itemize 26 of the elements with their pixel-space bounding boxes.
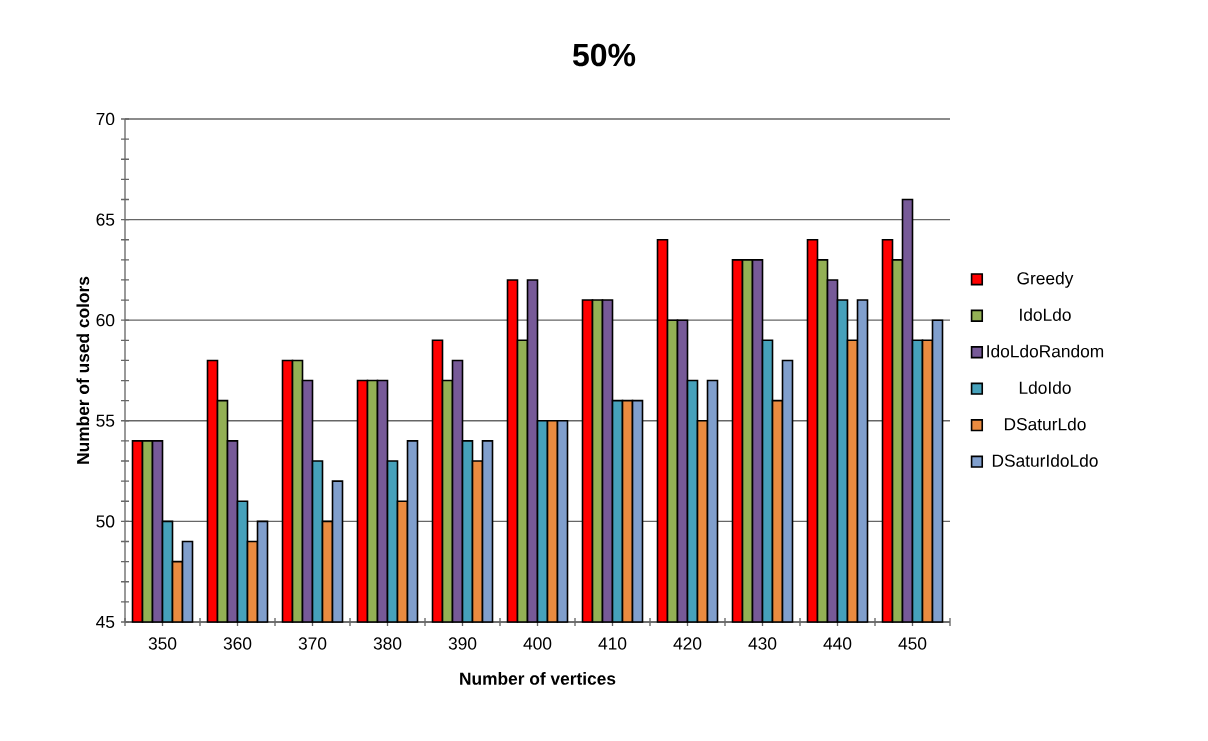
y-tick-label: 45 xyxy=(96,615,115,629)
x-axis-title: Number of vertices xyxy=(460,672,616,685)
legend-label: Greedy xyxy=(1017,271,1074,288)
y-tick-label: 60 xyxy=(96,314,115,327)
y-tick-label: 70 xyxy=(96,112,115,126)
x-tick-label: 450 xyxy=(898,637,927,650)
y-tick-label: 50 xyxy=(96,515,115,528)
legend-label: IdoLdoRandom xyxy=(987,344,1104,358)
legend-label: LdoIdo xyxy=(1019,381,1071,394)
x-tick-label: 440 xyxy=(823,637,852,650)
y-axis-title: Number of used colors xyxy=(76,276,90,464)
legend-label: IdoLdo xyxy=(1020,308,1071,321)
x-tick-label: 360 xyxy=(223,637,252,650)
x-tick-label: 380 xyxy=(373,637,402,650)
x-tick-label: 420 xyxy=(673,637,702,650)
x-tick-label: 400 xyxy=(523,637,552,650)
chart-title: 50% xyxy=(572,43,636,67)
x-tick-label: 390 xyxy=(448,637,477,650)
x-tick-label: 430 xyxy=(748,637,777,650)
x-tick-label: 410 xyxy=(598,637,627,650)
legend-label: DSaturIdoLdo xyxy=(992,454,1098,467)
legend-label: DSaturLdo xyxy=(1004,417,1086,431)
y-tick-label: 65 xyxy=(96,213,115,226)
x-tick-label: 370 xyxy=(298,637,327,650)
y-tick-label: 55 xyxy=(96,414,115,427)
x-tick-label: 350 xyxy=(148,637,177,650)
